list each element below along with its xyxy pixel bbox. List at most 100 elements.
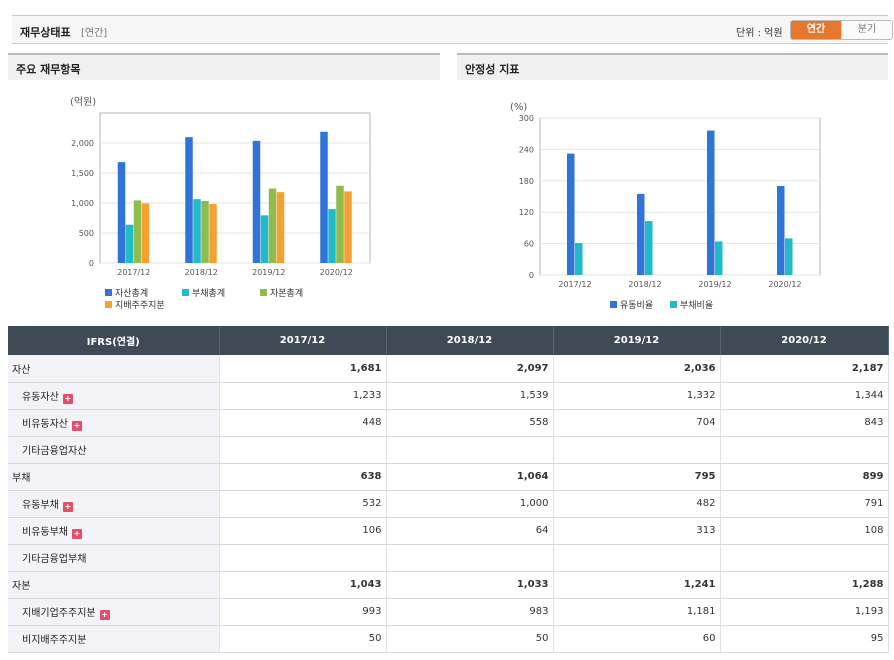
bar-부채총계 (260, 215, 269, 263)
row-label-text: 기타금융업부채 (22, 554, 87, 565)
row-label: 자산 (8, 355, 220, 383)
bar-자산총계 (185, 137, 193, 263)
table-cell: 1,064 (386, 463, 554, 491)
table-cell (386, 544, 554, 572)
balance-sheet-table: IFRS(연결) 2017/12 2018/12 2019/12 2020/12… (8, 326, 889, 653)
section-title: 재무상태표 (20, 26, 71, 39)
table-row: 비지배주주지분 50 50 60 95 (8, 625, 889, 653)
table-cell: 1,288 (720, 571, 889, 599)
table-cell (219, 544, 387, 572)
table-cell: 1,233 (219, 382, 387, 410)
bar-유동비율 (777, 186, 785, 275)
chart1-panel-header: 주요 재무항목 (8, 53, 440, 80)
table-header-row: IFRS(연결) 2017/12 2018/12 2019/12 2020/12 (8, 326, 889, 355)
table-cell: 2,187 (720, 355, 889, 383)
x-tick-label: 2019/12 (698, 280, 731, 289)
y-tick-label: 180 (519, 177, 534, 186)
table-cell (553, 544, 721, 572)
legend-swatch (610, 301, 617, 308)
row-label: 비지배주주지분 (8, 625, 220, 653)
table-row: 부채 638 1,064 795 899 (8, 463, 889, 491)
table-cell: 795 (553, 463, 721, 491)
bar-자본총계 (201, 201, 209, 263)
bar-자산총계 (320, 131, 328, 263)
bar-지배주주지분 (209, 204, 217, 263)
row-label-text: 부채 (12, 473, 31, 484)
bar-자본총계 (268, 188, 277, 263)
chart2-title: 안정성 지표 (465, 63, 520, 76)
plot-area (539, 117, 821, 276)
table-row: 비유동자산 +448 558 704 843 (8, 409, 889, 437)
legend-label: 부채비율 (680, 300, 713, 311)
row-label-text: 기타금융업자산 (22, 446, 87, 457)
chart-stability-ratios: (%) 0 60 120 180 240 300 2017/12 2018/12 2019/12 2… (510, 102, 821, 311)
bar-부채비율 (575, 243, 583, 275)
table-cell (720, 544, 889, 572)
bar-부채총계 (125, 224, 134, 263)
y-tick-label: 240 (519, 145, 534, 154)
row-label: 비유동자산 + (8, 409, 220, 437)
x-tick-label: 2017/12 (117, 268, 150, 277)
expand-plus-icon[interactable]: + (72, 420, 82, 431)
bar-유동비율 (707, 130, 715, 275)
legend-label: 지배주주지분 (115, 300, 165, 311)
bar-유동비율 (637, 193, 645, 275)
section-header: 재무상태표 [연간] 단위 : 억원 연간 분기 (12, 15, 893, 44)
legend-swatch (182, 289, 189, 296)
table-cell: 60 (553, 625, 721, 653)
expand-plus-icon[interactable]: + (99, 609, 110, 620)
chart-financial-items: (억원) 0 500 1,000 1,500 2,000 2017/12 2018/12 201… (70, 96, 371, 311)
legend-label: 부채총계 (192, 287, 225, 299)
row-label: 부채 (8, 463, 220, 491)
expand-plus-icon[interactable]: + (72, 528, 82, 539)
bar-지배주주지분 (344, 191, 352, 263)
table-cell: 64 (386, 517, 554, 545)
table-cell: 899 (720, 463, 889, 491)
row-label: 유동부채 + (8, 490, 220, 518)
y-tick-label: 1,000 (71, 199, 94, 208)
table-row: 기타금융업자산 (8, 436, 889, 464)
legend-swatch (105, 289, 112, 296)
table-cell (386, 436, 554, 464)
table-row: 비유동부채 +106 64 313 108 (8, 517, 889, 545)
y-tick-label: 1,500 (71, 169, 94, 178)
table-cell: 448 (219, 409, 387, 437)
table-row: 자본 1,043 1,033 1,241 1,288 (8, 571, 889, 599)
table-row: 유동부채 +532 1,000 482 791 (8, 490, 889, 518)
period-toggle[interactable]: 연간 분기 (790, 20, 893, 40)
row-label-text: 유동자산 (22, 391, 59, 403)
row-label-text: 지배기업주주지분 (22, 607, 96, 619)
row-label-text: 자본 (12, 581, 31, 592)
table-cell: 2,036 (553, 355, 721, 383)
x-tick-label: 2020/12 (320, 268, 353, 277)
toggle-annual-button[interactable]: 연간 (791, 21, 841, 39)
table-row: 기타금융업부채 (8, 544, 889, 572)
row-label-text: 비유동부채 (22, 526, 68, 538)
bar-부채총계 (328, 209, 336, 263)
bar-부채총계 (193, 199, 201, 263)
header-ifrs: IFRS(연결) (8, 326, 220, 355)
table-row: 지배기업주주지분 +993 983 1,181 1,193 (8, 598, 889, 626)
header-col-2018: 2018/12 (386, 326, 554, 355)
bar-부채비율 (715, 241, 723, 275)
section-subtitle: [연간] (81, 28, 108, 39)
y-axis-label: (%) (510, 102, 527, 113)
table-cell: 558 (386, 409, 554, 437)
legend-swatch (670, 301, 677, 308)
x-tick-label: 2018/12 (628, 280, 661, 289)
table-cell: 638 (219, 463, 387, 491)
table-cell: 993 (219, 598, 387, 626)
header-col-2017: 2017/12 (219, 326, 387, 355)
table-cell (553, 436, 721, 464)
table-cell: 482 (553, 490, 721, 518)
bar-유동비율 (567, 153, 575, 275)
chart1-title: 주요 재무항목 (16, 63, 81, 76)
y-tick-label: 120 (519, 208, 534, 217)
toggle-quarter-button[interactable]: 분기 (841, 21, 892, 39)
table-cell: 1,033 (386, 571, 554, 599)
y-tick-label: 2,000 (71, 139, 94, 148)
table-cell: 1,681 (219, 355, 387, 383)
expand-plus-icon[interactable]: + (62, 501, 73, 512)
expand-plus-icon[interactable]: + (62, 393, 73, 404)
x-tick-label: 2019/12 (252, 268, 285, 277)
